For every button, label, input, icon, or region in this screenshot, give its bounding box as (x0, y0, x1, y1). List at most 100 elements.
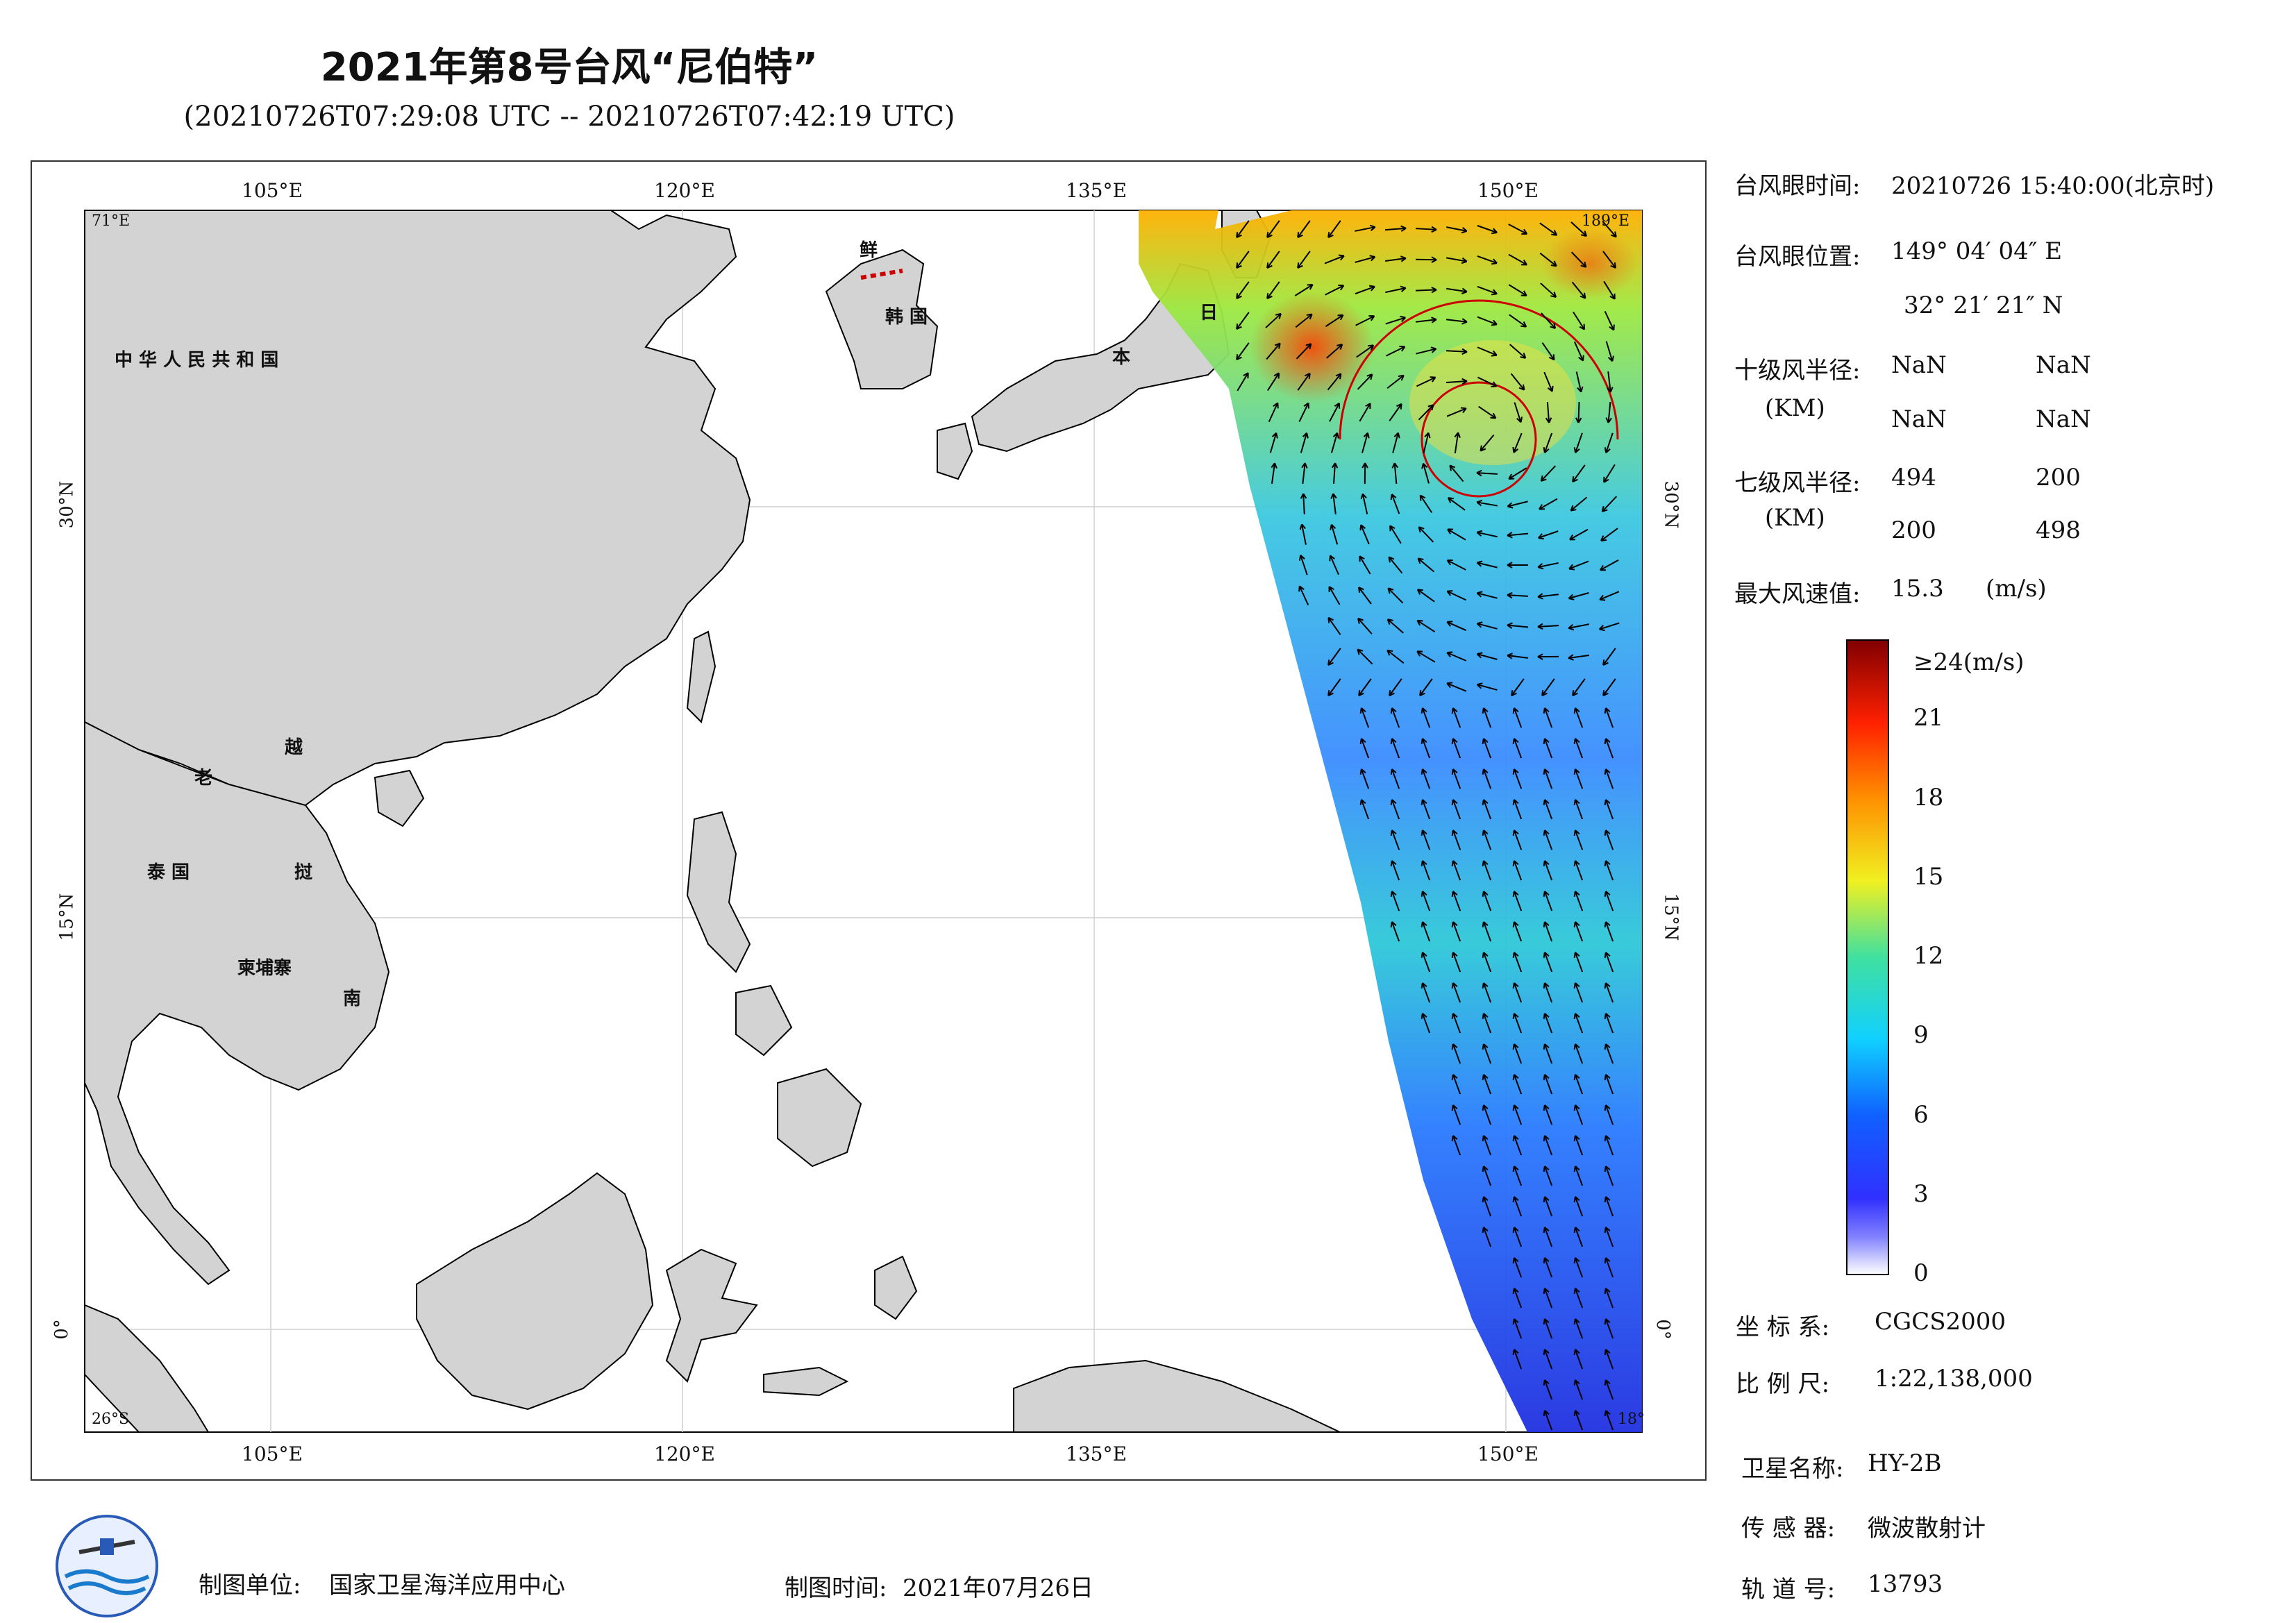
wind-arrow (1236, 251, 1250, 269)
wind-arrow-head (1605, 1135, 1611, 1140)
wind-arrow-head (1303, 402, 1309, 407)
wind-arrow-head (1537, 596, 1543, 600)
wind-arrow-head (1543, 738, 1545, 744)
wind-arrow-head (1446, 682, 1451, 689)
wind-arrow-head (1301, 523, 1306, 530)
wind-arrow-head (1507, 591, 1513, 596)
wind-arrow-head (1584, 292, 1586, 298)
wind-arrow (1387, 587, 1404, 604)
map-frame (31, 160, 1707, 1481)
wind-arrow-head (1431, 259, 1437, 263)
wind-arrow (1360, 799, 1370, 820)
wind-arrow-head (1482, 860, 1484, 866)
wind-arrow-head (1361, 738, 1366, 743)
wind-arrow (1327, 617, 1341, 635)
wind-arrow (1391, 738, 1400, 759)
wind-arrow (1510, 373, 1525, 391)
wind-arrow-head (1523, 352, 1527, 359)
wind-arrow (1604, 1257, 1614, 1278)
wind-arrow-head (1447, 651, 1453, 654)
country-label-korea: 韩 国 (885, 307, 928, 328)
wind-arrow-head (1514, 1318, 1519, 1323)
wind-arrow-head (1447, 682, 1453, 684)
wind-arrow (1513, 1257, 1523, 1278)
wind-arrow (1600, 528, 1618, 541)
wind-arrow (1359, 555, 1371, 575)
wind-arrow-head (1605, 768, 1611, 773)
wind-arrow-head (1367, 432, 1370, 439)
wind-arrow-head (1514, 1135, 1519, 1140)
wind-arrow-head (1477, 530, 1483, 533)
philippines-mindanao (777, 1068, 862, 1168)
wind-arrow (1423, 432, 1430, 453)
wind-arrow-head (1514, 738, 1519, 743)
wind-arrow (1604, 1288, 1614, 1309)
lat-label-left-30: 30°N (56, 480, 78, 529)
wind-arrow-head (1327, 234, 1334, 239)
colorbar-tick-label: 15 (1913, 862, 1944, 891)
wind-arrow (1513, 1043, 1523, 1064)
wind-arrow-head (1604, 1349, 1607, 1355)
wind-arrow (1417, 557, 1435, 573)
wind-arrow-head (1416, 650, 1421, 657)
wind-arrow-head (1422, 891, 1427, 895)
wind-arrow-head (1335, 373, 1341, 377)
wind-arrow-head (1427, 432, 1431, 439)
wind-arrow (1482, 921, 1492, 942)
wind-arrow-head (1605, 891, 1611, 895)
wind-arrow (1574, 1043, 1584, 1064)
wind-arrow (1513, 830, 1523, 850)
wind-arrow-head (1274, 342, 1281, 346)
wind-arrow (1509, 314, 1527, 328)
wind-arrow (1575, 432, 1583, 453)
wind-arrow-head (1544, 1104, 1550, 1109)
satellite-label: 卫星名称: (1741, 1455, 1844, 1483)
wind-arrow-head (1544, 1196, 1550, 1201)
wind-arrow (1568, 560, 1589, 570)
wind-arrow-head (1452, 1013, 1458, 1018)
wind-arrow-head (1543, 799, 1545, 805)
philippines-luzon (686, 811, 751, 973)
wind-arrow-head (1386, 619, 1391, 625)
wind-arrow (1360, 524, 1370, 545)
wind-arrow (1513, 1166, 1523, 1186)
wind-arrow (1604, 830, 1614, 850)
wind-arrow-head (1430, 346, 1436, 350)
new-guinea (1013, 1359, 1341, 1433)
wind-arrow-head (1278, 343, 1281, 349)
wind-arrow (1507, 594, 1529, 597)
wind-arrow (1541, 678, 1555, 696)
wind-arrow-head (1543, 1349, 1545, 1355)
wind-arrow-head (1482, 1166, 1484, 1172)
scale-value: 1:22,138,000 (1875, 1365, 2033, 1393)
wind-arrow (1543, 1318, 1553, 1339)
wind-arrow-head (1600, 535, 1604, 541)
wind-arrow-head (1605, 860, 1611, 865)
wind-arrow (1328, 586, 1341, 605)
wind-arrow-head (1514, 1104, 1519, 1109)
lon-label-top-105: 105°E (242, 179, 303, 202)
wind-arrow-head (1604, 860, 1607, 866)
wind-arrow-head (1431, 405, 1434, 411)
wind-arrow-head (1575, 1166, 1580, 1170)
lat-label-left-15: 15°N (56, 893, 78, 941)
wind-arrow-head (1575, 860, 1580, 865)
wind-arrow-head (1490, 417, 1496, 419)
wind-arrow-head (1523, 228, 1528, 235)
wind-arrow-head (1371, 256, 1376, 262)
coord-label: 坐 标 系: (1736, 1313, 1830, 1341)
wind-arrow-head (1277, 403, 1279, 409)
high-wind-area (1250, 292, 1375, 403)
wind-arrow-head (1568, 623, 1574, 629)
wind-arrow-head (1451, 1074, 1454, 1080)
wind-arrow (1446, 652, 1467, 662)
wind-arrow-head (1451, 768, 1454, 775)
wind-arrow-head (1514, 1196, 1519, 1201)
wind-arrow-head (1390, 738, 1393, 744)
wind-arrow-head (1357, 648, 1364, 652)
wind-arrow-head (1605, 1196, 1611, 1201)
wind-arrow (1386, 649, 1405, 664)
wind-arrow-head (1452, 738, 1458, 743)
wind-arrow (1389, 403, 1402, 421)
wind-arrow-head (1266, 234, 1273, 239)
